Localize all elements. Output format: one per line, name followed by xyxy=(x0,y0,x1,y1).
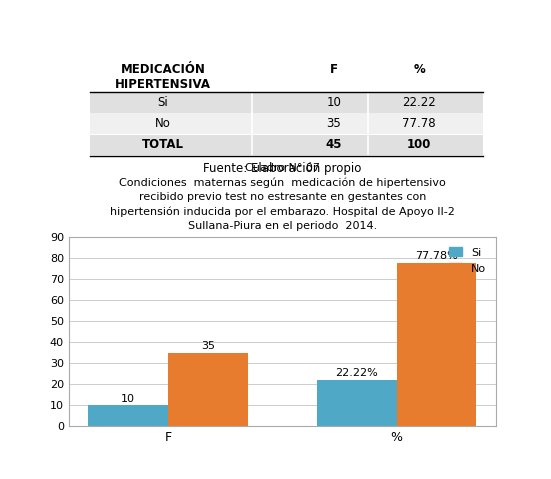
Text: 100: 100 xyxy=(407,138,431,151)
Bar xyxy=(317,380,397,426)
Text: 22.22%: 22.22% xyxy=(335,368,378,378)
Text: 10: 10 xyxy=(121,394,135,404)
Text: 35: 35 xyxy=(201,341,215,351)
Text: No: No xyxy=(155,117,171,130)
Text: 35: 35 xyxy=(326,117,341,130)
Text: 45: 45 xyxy=(326,138,342,151)
Text: Fuente: Elaboración propio: Fuente: Elaboración propio xyxy=(203,161,361,174)
Text: 77.78%: 77.78% xyxy=(415,251,458,261)
Legend: Si, No: Si, No xyxy=(444,243,490,278)
Bar xyxy=(88,405,168,426)
Bar xyxy=(90,114,483,134)
Bar xyxy=(90,135,483,155)
Bar xyxy=(397,263,477,426)
Text: 77.78: 77.78 xyxy=(402,117,436,130)
Text: 22.22: 22.22 xyxy=(402,96,436,109)
Text: F: F xyxy=(329,63,338,76)
Bar xyxy=(90,92,483,113)
Text: TOTAL: TOTAL xyxy=(142,138,184,151)
Text: %: % xyxy=(413,63,425,76)
Title: Cuadro N° 07
Condiciones  maternas según  medicación de hipertensivo
recibido pr: Cuadro N° 07 Condiciones maternas según … xyxy=(110,163,455,231)
Text: Si: Si xyxy=(158,96,168,109)
Bar xyxy=(168,353,248,426)
Text: MEDICACIÓN
HIPERTENSIVA: MEDICACIÓN HIPERTENSIVA xyxy=(115,63,211,91)
Text: 10: 10 xyxy=(326,96,341,109)
